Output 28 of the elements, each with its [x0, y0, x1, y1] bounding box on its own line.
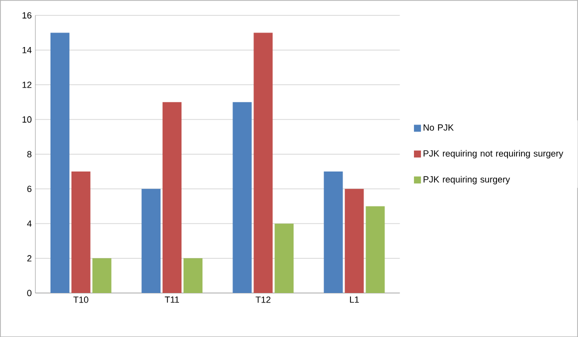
bar: [184, 258, 202, 293]
bar: [50, 32, 70, 293]
bar: [366, 206, 385, 293]
x-tick-label: L1: [350, 296, 359, 303]
bar: [142, 188, 161, 293]
y-tick-label: 4: [27, 220, 32, 227]
y-tick-label: 0: [27, 290, 32, 296]
y-tick-label: 12: [22, 81, 32, 88]
bar: [162, 102, 182, 293]
x-tick-label: T10: [73, 296, 88, 303]
y-tick-label: 16: [22, 12, 32, 18]
bar: [232, 102, 252, 293]
x-tick-label: T12: [256, 296, 270, 303]
bar: [71, 171, 90, 293]
y-tick-label: 14: [22, 46, 32, 54]
y-tick-label: 6: [27, 186, 32, 192]
bar: [324, 171, 343, 293]
bar: [92, 258, 112, 293]
y-tick-label: 10: [22, 116, 32, 123]
y-tick-label: 8: [27, 150, 32, 158]
bar: [274, 223, 294, 293]
bar: [344, 188, 364, 293]
legend-label: PJK requiring surgery: [424, 176, 510, 184]
y-tick-label: 2: [27, 255, 32, 262]
legend-label: PJK requiring not requiring surgery: [424, 150, 564, 158]
x-tick-label: T11: [164, 296, 179, 303]
legend-label: No PJK: [424, 124, 454, 131]
bar: [254, 32, 273, 293]
